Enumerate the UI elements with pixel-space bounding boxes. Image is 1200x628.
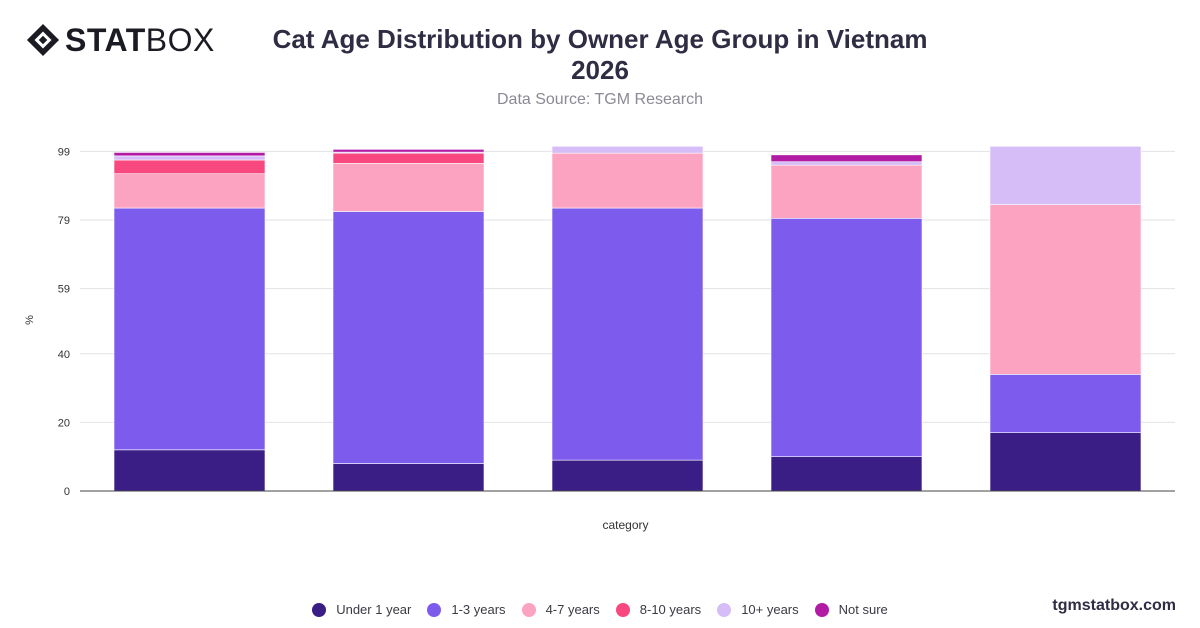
brand-url: tgmstatbox.com xyxy=(1052,597,1176,614)
bar-segment xyxy=(113,155,266,161)
legend-label: 10+ years xyxy=(741,602,799,617)
legend-item: 8-10 years xyxy=(615,602,702,617)
statbox-logo-icon xyxy=(26,23,60,57)
chart-legend: Under 1 year 1-3 years 4-7 years 8-10 years… xyxy=(0,602,1200,617)
legend-item: Under 1 year xyxy=(312,602,411,617)
legend-swatch xyxy=(717,602,732,617)
bar-segment xyxy=(113,207,266,451)
bar-segment xyxy=(332,463,485,492)
bar-segment xyxy=(551,152,704,209)
statbox-logo: STATBOX xyxy=(26,22,215,58)
logo-text: STATBOX xyxy=(65,22,215,58)
y-tick-label: 40 xyxy=(58,349,70,361)
bar-segment xyxy=(989,432,1142,492)
legend-swatch xyxy=(521,602,536,617)
y-tick-label: 79 xyxy=(58,215,70,227)
bar-segment xyxy=(113,152,266,157)
bar-segment xyxy=(332,152,485,164)
bar-segment xyxy=(770,218,923,457)
x-axis-label: category xyxy=(602,518,648,532)
y-tick-label: 0 xyxy=(64,486,70,498)
legend-label: 8-10 years xyxy=(639,602,702,617)
bar-segment xyxy=(770,154,923,163)
legend-label: 1-3 years xyxy=(451,602,506,617)
bar-segment xyxy=(332,149,485,153)
y-tick-label: 99 xyxy=(58,146,70,158)
legend-item: 4-7 years xyxy=(521,602,600,617)
bar-segment xyxy=(551,207,704,461)
bar-segment xyxy=(332,163,485,212)
bar-segment xyxy=(989,204,1142,375)
legend-label: Not sure xyxy=(838,602,888,617)
bar-segment xyxy=(332,211,485,464)
y-tick-label: 59 xyxy=(58,284,70,296)
legend-swatch xyxy=(427,602,442,617)
chart-title: Cat Age Distribution by Owner Age Group … xyxy=(272,24,928,85)
bar-segment xyxy=(551,145,704,154)
bar-segment xyxy=(770,164,923,219)
legend-swatch xyxy=(615,602,630,617)
legend-swatch xyxy=(312,602,327,617)
bar-segment xyxy=(113,159,266,175)
bar-segment xyxy=(113,449,266,492)
legend-label: Under 1 year xyxy=(336,602,412,617)
bar-segment xyxy=(551,459,704,492)
legend-swatch xyxy=(814,602,829,617)
legend-label: 4-7 years xyxy=(545,602,600,617)
logo-text-light: BOX xyxy=(145,22,215,58)
legend-item: 10+ years xyxy=(717,602,799,617)
bar-segment xyxy=(770,161,923,166)
y-axis-label: % xyxy=(24,315,36,325)
bar-segment xyxy=(989,374,1142,433)
bar-segment xyxy=(770,456,923,492)
logo-text-bold: STAT xyxy=(65,22,146,58)
bar-segment xyxy=(989,145,1142,205)
bar-segment xyxy=(113,173,266,209)
legend-item: Not sure xyxy=(814,602,888,617)
chart-subtitle: Data Source: TGM Research xyxy=(496,91,703,108)
y-tick-label: 20 xyxy=(58,417,70,429)
legend-item: 1-3 years xyxy=(427,602,506,617)
